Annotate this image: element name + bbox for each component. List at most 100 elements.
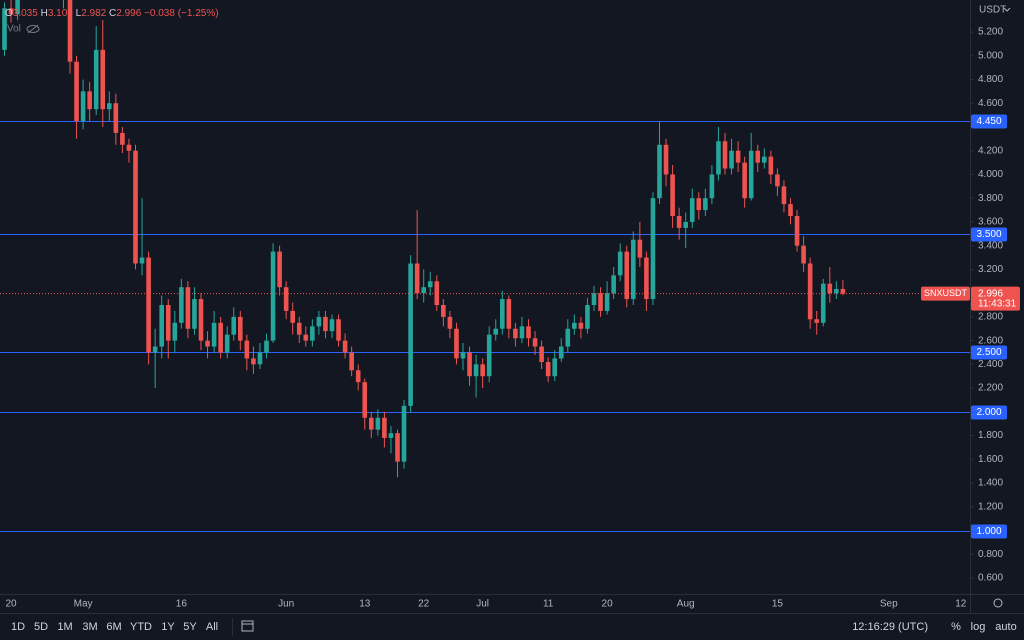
legend-key: H: [41, 8, 48, 19]
candle-body: [270, 251, 276, 341]
range-button[interactable]: 1M: [57, 621, 72, 633]
candle-body: [545, 361, 551, 377]
candle-body: [336, 319, 341, 341]
range-button[interactable]: 5D: [34, 621, 48, 633]
candle-body: [748, 150, 754, 199]
candle-body: [650, 198, 656, 300]
range-button[interactable]: 5Y: [183, 621, 197, 633]
candle-body: [382, 417, 387, 438]
calendar-icon[interactable]: [241, 620, 254, 632]
auto-toggle[interactable]: auto: [995, 621, 1016, 633]
dropdown-icon[interactable]: [1003, 7, 1011, 12]
range-button[interactable]: 3M: [82, 621, 97, 633]
candle-body: [434, 281, 440, 306]
hide-icon[interactable]: [26, 24, 40, 34]
candle-body: [827, 283, 833, 294]
candle-body: [257, 352, 263, 365]
last-price-tag: 2.996: [978, 288, 1003, 299]
candle-body: [526, 326, 531, 339]
currency-label[interactable]: USDT: [979, 5, 1006, 16]
candle-body: [395, 433, 400, 462]
candle-body: [572, 322, 577, 329]
range-button[interactable]: All: [206, 621, 218, 633]
range-button[interactable]: 6M: [106, 621, 121, 633]
candle-body: [159, 305, 164, 347]
candle-body: [735, 150, 741, 163]
y-tick-label: 4.200: [978, 145, 1003, 156]
price-line-label: 3.500: [976, 229, 1001, 240]
candle-body: [74, 61, 79, 122]
log-toggle[interactable]: log: [971, 621, 986, 633]
candle-body: [722, 141, 728, 169]
candle-body: [552, 358, 557, 377]
price-line-label: 2.000: [976, 407, 1001, 418]
axes: 5.200 5.000 4.800 4.600 4.200 4.000 3.800 3.600…: [5, 27, 1020, 610]
range-button[interactable]: 1Y: [161, 621, 175, 633]
x-tick-label: 15: [772, 599, 784, 610]
price-line-label-bg: [971, 405, 1007, 420]
price-line-label: 1.000: [976, 526, 1001, 537]
legend-key: O: [5, 8, 13, 19]
legend-value: 3.035: [13, 8, 38, 19]
candle-body: [323, 316, 328, 332]
candle-body: [375, 417, 381, 430]
candle-body: [388, 433, 394, 438]
candle-body: [2, 8, 7, 50]
candle-body: [165, 305, 171, 341]
candle-body: [506, 299, 512, 329]
candle-body: [519, 326, 525, 339]
x-tick-label: May: [74, 599, 93, 610]
y-tick-label: 5.000: [978, 50, 1003, 61]
candle-body: [558, 346, 564, 359]
candle-body: [211, 322, 217, 347]
price-line-label: 2.500: [976, 347, 1001, 358]
candle-body: [624, 251, 630, 300]
candle-body: [231, 316, 237, 335]
x-tick-label: 12: [955, 599, 967, 610]
candle-body: [539, 346, 544, 362]
candle-body: [205, 340, 210, 347]
candle-body: [696, 198, 702, 211]
candle-body: [578, 322, 584, 329]
candle-body: [224, 334, 230, 353]
ohlc-legend: O3.035 H3.109 L2.982 C2.996 −0.038 (−1.2…: [5, 8, 219, 19]
candle-body: [8, 8, 14, 15]
candle-body: [120, 132, 125, 145]
candle-body: [689, 198, 695, 222]
price-line-label-bg: [971, 524, 1007, 539]
candle-body: [296, 322, 302, 335]
candle-body: [840, 288, 846, 294]
candle-body: [598, 293, 603, 311]
legend-change: −0.038 (−1.25%): [144, 8, 219, 19]
price-line-label-bg: [971, 114, 1007, 129]
x-tick-label: Jul: [476, 599, 489, 610]
symbol-tag: SNXUSDT: [924, 288, 968, 298]
candle-body: [460, 352, 466, 359]
candle-body: [768, 156, 774, 175]
y-tick-label: 2.800: [978, 312, 1003, 323]
legend-value: 3.109: [48, 8, 73, 19]
percent-toggle[interactable]: %: [951, 621, 961, 633]
candle-body: [454, 328, 459, 359]
candle-body: [310, 326, 315, 341]
candle-body: [683, 221, 688, 228]
candle-body: [585, 305, 590, 329]
candle-body: [15, 0, 20, 15]
candle-body: [87, 91, 92, 110]
candle-body: [657, 144, 662, 199]
y-tick-label: 5.200: [978, 27, 1003, 38]
last-price-tag-bg: [971, 286, 1020, 311]
candle-body: [788, 204, 793, 216]
range-button[interactable]: 1D: [11, 621, 25, 633]
candle-body: [126, 144, 132, 151]
candle-body: [355, 370, 361, 383]
range-button[interactable]: YTD: [130, 621, 152, 633]
candle-body: [146, 257, 151, 353]
y-tick-label: 4.000: [978, 169, 1003, 180]
candle-body: [238, 316, 243, 341]
candle-body: [67, 0, 73, 62]
candle-body: [742, 162, 747, 199]
y-tick-label: 4.800: [978, 74, 1003, 85]
candle-body: [244, 340, 250, 359]
settings-icon[interactable]: [993, 598, 1003, 608]
